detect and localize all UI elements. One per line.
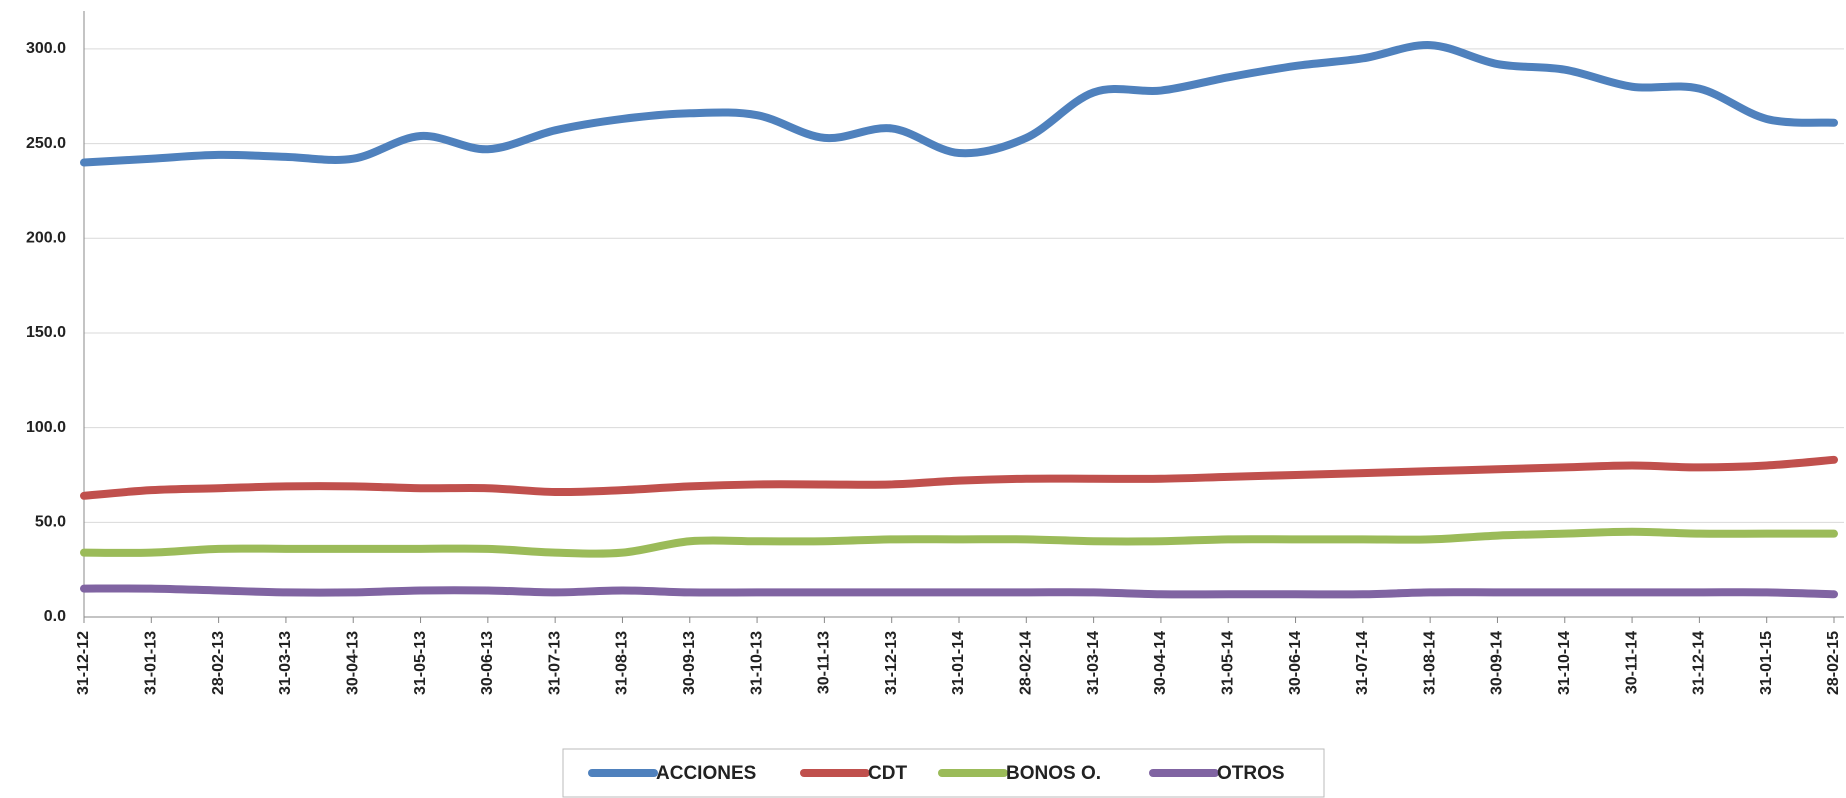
x-tick-label: 31-05-14 xyxy=(1219,631,1236,695)
x-tick-label: 28-02-15 xyxy=(1825,631,1842,695)
x-tick-label: 31-05-13 xyxy=(412,631,429,695)
legend-label: ACCIONES xyxy=(656,763,756,784)
x-tick-label: 31-03-13 xyxy=(277,631,294,695)
x-tick-label: 30-09-13 xyxy=(681,631,698,695)
x-tick-label: 31-03-14 xyxy=(1085,631,1102,695)
x-tick-label: 30-11-14 xyxy=(1623,631,1640,694)
x-tick-label: 31-10-13 xyxy=(748,631,765,695)
y-tick-label: 100.0 xyxy=(26,419,66,436)
y-tick-label: 300.0 xyxy=(26,40,66,57)
x-tick-label: 28-02-13 xyxy=(210,631,227,695)
x-tick-label: 30-06-13 xyxy=(479,631,496,695)
x-tick-label: 31-01-15 xyxy=(1758,631,1775,695)
series-line xyxy=(80,584,1838,599)
x-tick-label: 28-02-14 xyxy=(1018,631,1035,695)
x-tick-label: 30-11-13 xyxy=(816,631,833,694)
x-tick-label: 31-01-13 xyxy=(143,631,160,695)
x-tick-label: 31-12-13 xyxy=(883,631,900,695)
y-tick-label: 50.0 xyxy=(35,514,66,531)
x-tick-label: 30-09-14 xyxy=(1489,631,1506,695)
x-tick-label: 30-04-13 xyxy=(344,631,361,695)
legend-label: CDT xyxy=(868,763,907,784)
y-tick-label: 250.0 xyxy=(26,135,66,152)
x-tick-label: 30-06-14 xyxy=(1287,631,1304,695)
x-tick-label: 31-10-14 xyxy=(1556,631,1573,695)
series-line xyxy=(80,41,1838,167)
x-tick-label: 31-01-14 xyxy=(950,631,967,695)
x-tick-label: 31-08-13 xyxy=(614,631,631,695)
x-tick-label: 31-12-12 xyxy=(75,631,92,695)
x-tick-label: 31-07-14 xyxy=(1354,631,1371,695)
y-tick-label: 150.0 xyxy=(26,324,66,341)
legend-label: BONOS O. xyxy=(1006,763,1101,784)
x-tick-label: 31-12-14 xyxy=(1691,631,1708,695)
x-tick-label: 31-08-14 xyxy=(1421,631,1438,695)
x-tick-label: 31-07-13 xyxy=(546,631,563,695)
y-tick-label: 200.0 xyxy=(26,229,66,246)
series-line xyxy=(80,527,1838,558)
legend-label: OTROS xyxy=(1217,763,1285,784)
y-tick-label: 0.0 xyxy=(44,608,66,625)
series-line xyxy=(80,455,1838,500)
x-tick-label: 30-04-14 xyxy=(1152,631,1169,695)
